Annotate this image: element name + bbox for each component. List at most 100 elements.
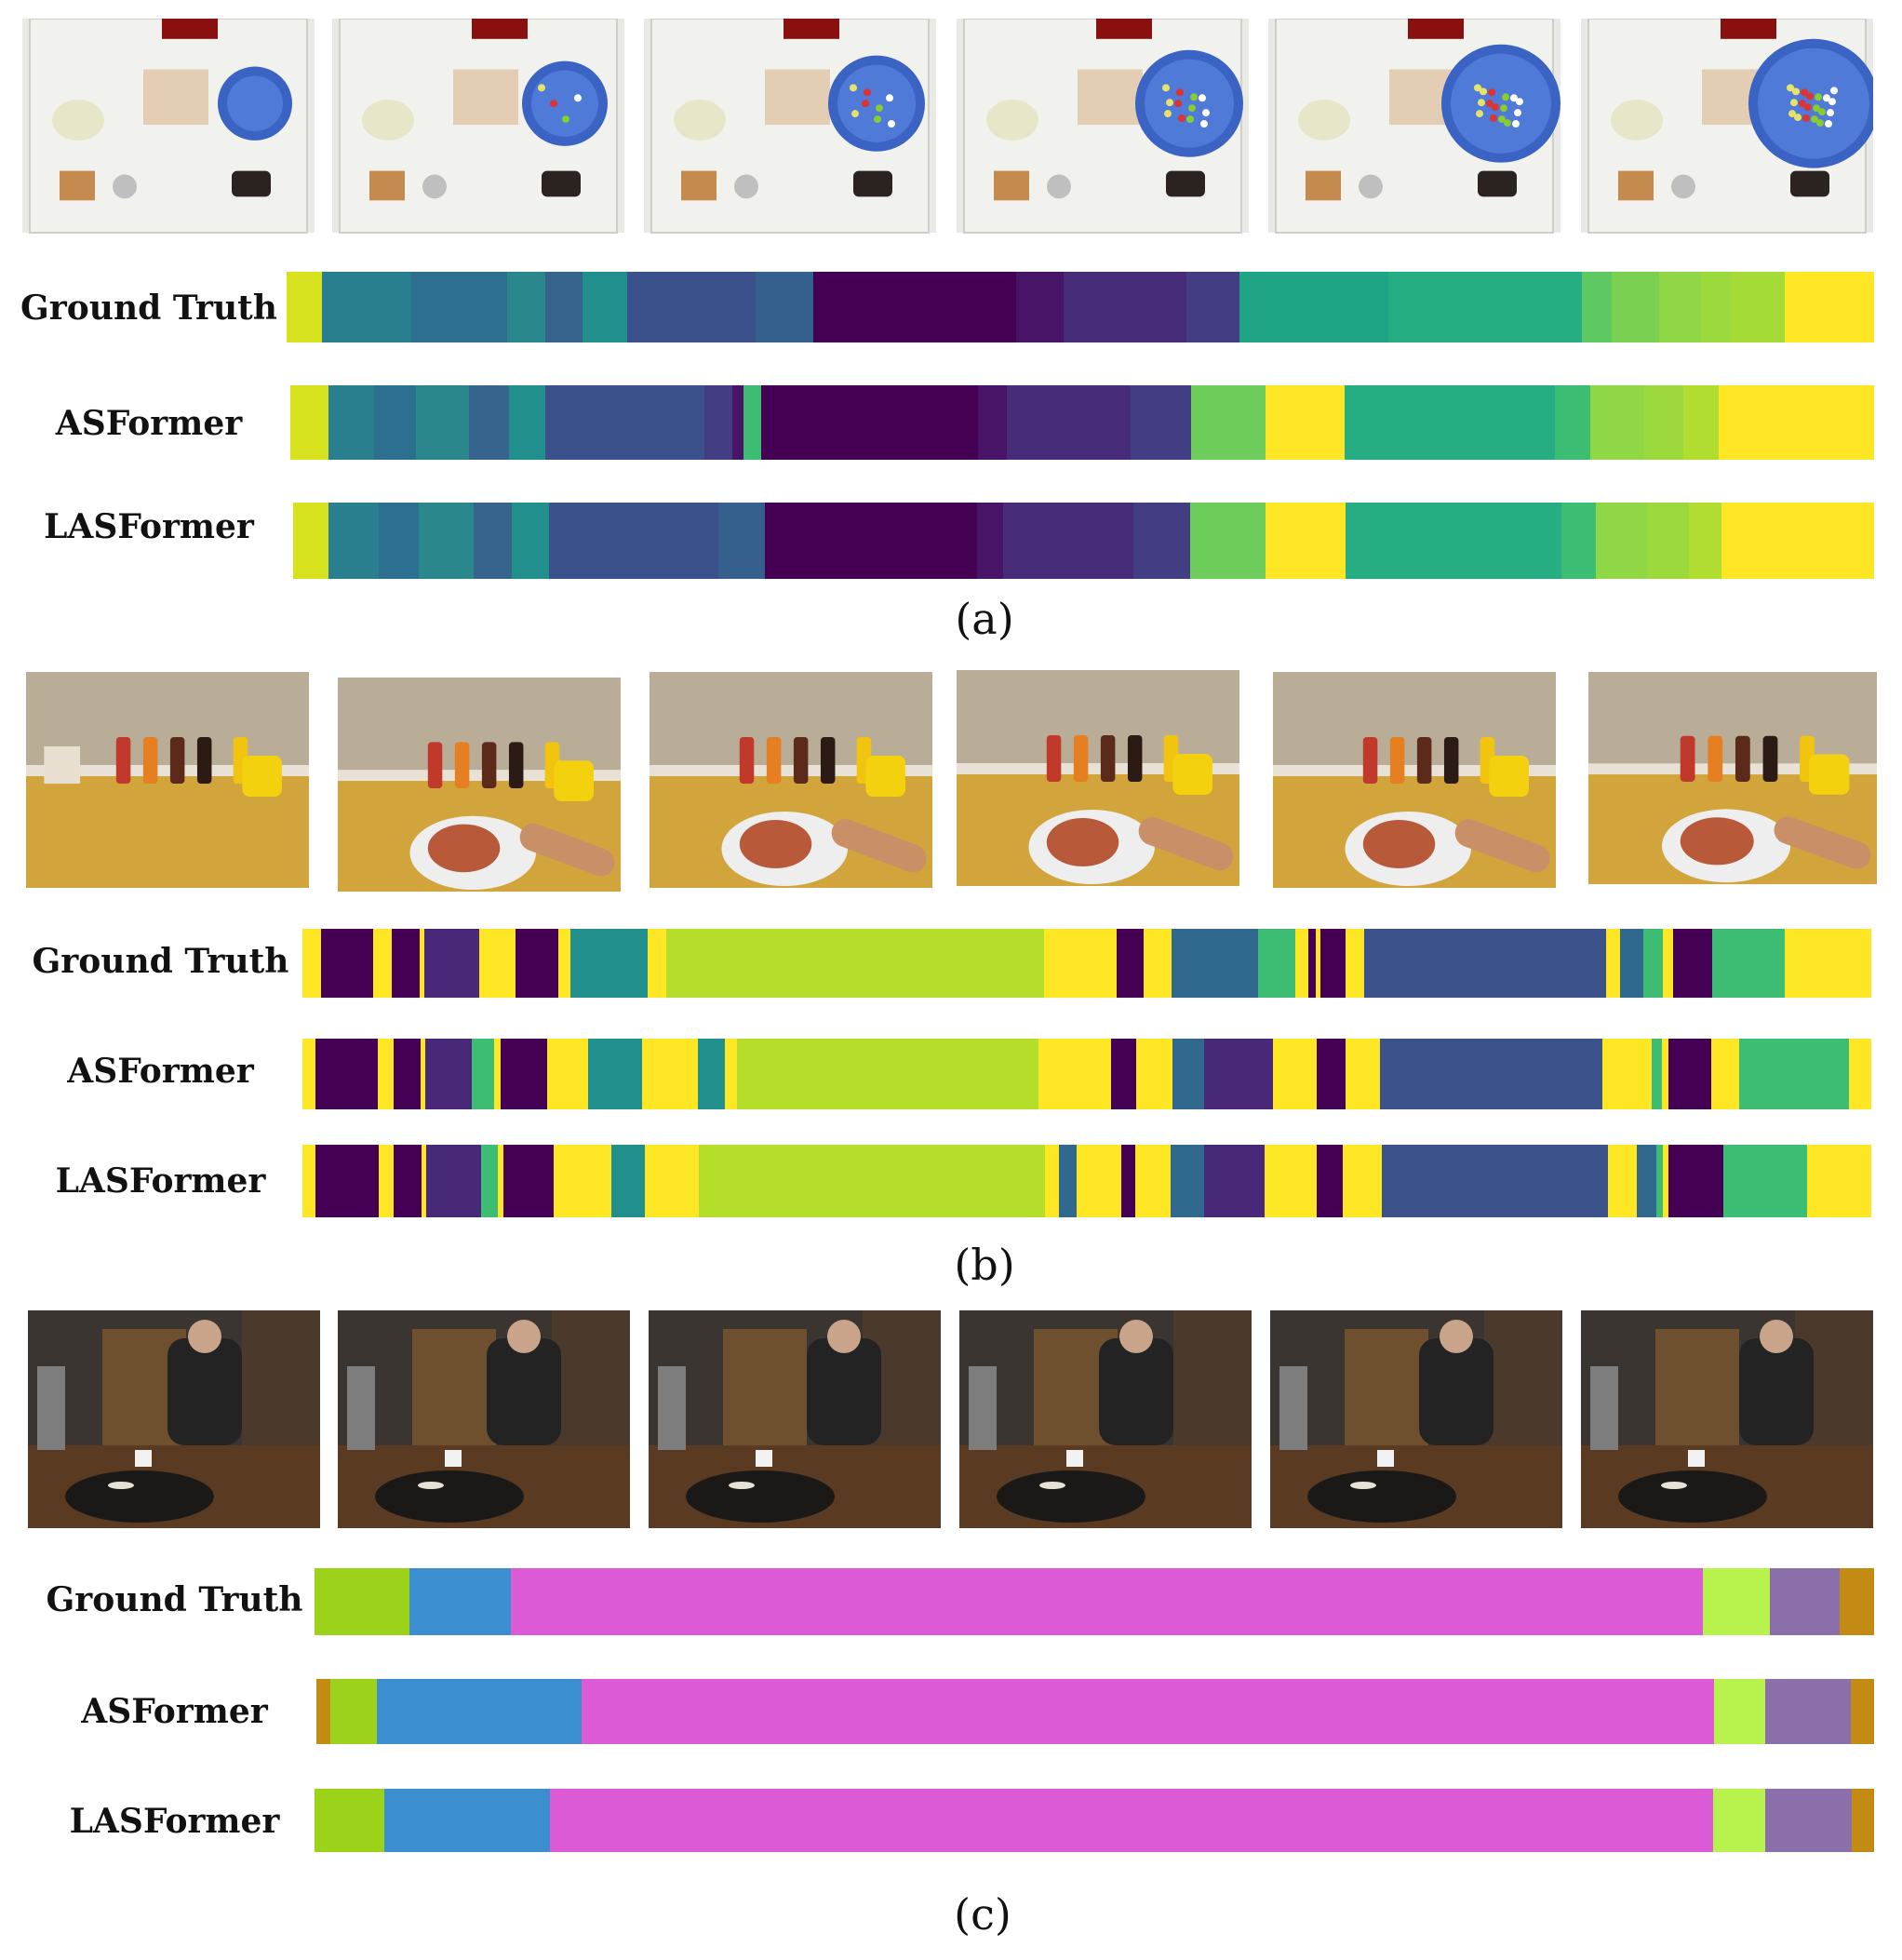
action-segment: [1646, 503, 1689, 579]
video-frame: [1273, 672, 1556, 890]
action-segment: [422, 1145, 427, 1217]
action-segment: [1307, 929, 1316, 998]
action-segment: [493, 1039, 501, 1109]
action-segment: [506, 272, 546, 342]
action-segment: [1016, 272, 1065, 342]
action-segment: [764, 503, 978, 579]
action-segment: [393, 1039, 421, 1109]
action-segment: [1702, 1568, 1770, 1635]
action-segment: [1764, 1679, 1851, 1744]
action-segment: [1662, 1039, 1669, 1109]
action-segment: [500, 1039, 548, 1109]
action-segment: [545, 272, 583, 342]
action-segment: [1189, 503, 1266, 579]
action-segment: [509, 385, 546, 460]
row-label-asformer: ASFormer: [67, 1052, 254, 1091]
action-segment: [1852, 1789, 1874, 1852]
action-segment: [1784, 272, 1874, 342]
action-segment: [1807, 1145, 1871, 1217]
action-segment: [1659, 272, 1702, 342]
action-segment: [302, 1145, 315, 1217]
action-segment: [583, 272, 628, 342]
row-label-lasformer: LASFormer: [69, 1802, 280, 1841]
action-segment: [328, 503, 379, 579]
segmentation-bar-ground-truth: [287, 272, 1874, 342]
action-segment: [1643, 929, 1663, 998]
action-segment: [393, 1145, 422, 1217]
action-segment: [1135, 1145, 1171, 1217]
action-segment: [1721, 503, 1874, 579]
action-segment: [1185, 272, 1240, 342]
action-segment: [1662, 1145, 1669, 1217]
action-segment: [1044, 1145, 1059, 1217]
action-segment: [479, 929, 516, 998]
video-frame: [957, 670, 1239, 888]
action-segment: [409, 1568, 512, 1635]
action-segment: [1595, 503, 1647, 579]
action-segment: [379, 1145, 394, 1217]
video-frame: [1581, 1310, 1873, 1528]
action-segment: [1272, 1039, 1318, 1109]
action-segment: [1710, 1039, 1740, 1109]
action-segment: [1602, 1039, 1652, 1109]
action-segment: [1203, 1039, 1273, 1109]
action-segment: [1006, 385, 1131, 460]
action-segment: [813, 272, 1017, 342]
action-segment: [1038, 1039, 1112, 1109]
action-segment: [1111, 1039, 1137, 1109]
action-segment: [1171, 929, 1258, 998]
action-segment: [384, 1789, 551, 1852]
action-segment: [1688, 503, 1721, 579]
panel-caption: (b): [954, 1240, 1015, 1290]
row-label-lasformer: LASFormer: [55, 1161, 266, 1201]
action-segment: [1589, 385, 1644, 460]
action-segment: [732, 385, 744, 460]
action-segment: [644, 1145, 700, 1217]
action-segment: [328, 385, 375, 460]
action-segment: [627, 272, 757, 342]
action-segment: [698, 1039, 725, 1109]
action-segment: [1170, 1145, 1204, 1217]
panel-caption: (c): [954, 1889, 1011, 1940]
action-segment: [315, 1039, 378, 1109]
action-segment: [1662, 929, 1674, 998]
action-segment: [610, 1145, 645, 1217]
action-segment: [1116, 929, 1144, 998]
video-frame: [644, 19, 936, 235]
action-segment: [516, 929, 558, 998]
action-segment: [1785, 929, 1871, 998]
action-segment: [420, 1039, 425, 1109]
segmentation-bar-asformer: [302, 1039, 1871, 1109]
action-segment: [1120, 1145, 1136, 1217]
video-frame: [957, 19, 1249, 235]
action-segment: [1655, 1145, 1663, 1217]
action-segment: [545, 385, 704, 460]
action-segment: [737, 1039, 1039, 1109]
video-frame: [1588, 672, 1877, 886]
action-segment: [372, 929, 393, 998]
action-segment: [554, 1145, 611, 1217]
segmentation-bar-asformer: [290, 385, 1874, 460]
action-segment: [1608, 1145, 1638, 1217]
action-segment: [1764, 1789, 1853, 1852]
action-segment: [1712, 929, 1786, 998]
action-segment: [1130, 385, 1191, 460]
action-segment: [378, 503, 419, 579]
action-segment: [287, 272, 323, 342]
action-segment: [1840, 1568, 1874, 1635]
panel-b: Ground Truth ASFormer LASFormer (b): [0, 651, 1902, 1303]
action-segment: [315, 1789, 385, 1852]
video-frame: [22, 19, 315, 235]
action-segment: [502, 1145, 555, 1217]
video-frame: [26, 672, 309, 890]
row-label-asformer: ASFormer: [55, 404, 243, 443]
action-segment: [1769, 1568, 1841, 1635]
video-frame: [338, 678, 621, 893]
row-label-ground-truth: Ground Truth: [20, 289, 277, 328]
action-segment: [1136, 1039, 1172, 1109]
action-segment: [1643, 385, 1684, 460]
action-segment: [469, 385, 510, 460]
row-label-lasformer: LASFormer: [44, 507, 254, 546]
action-segment: [1002, 503, 1134, 579]
action-segment: [570, 929, 648, 998]
